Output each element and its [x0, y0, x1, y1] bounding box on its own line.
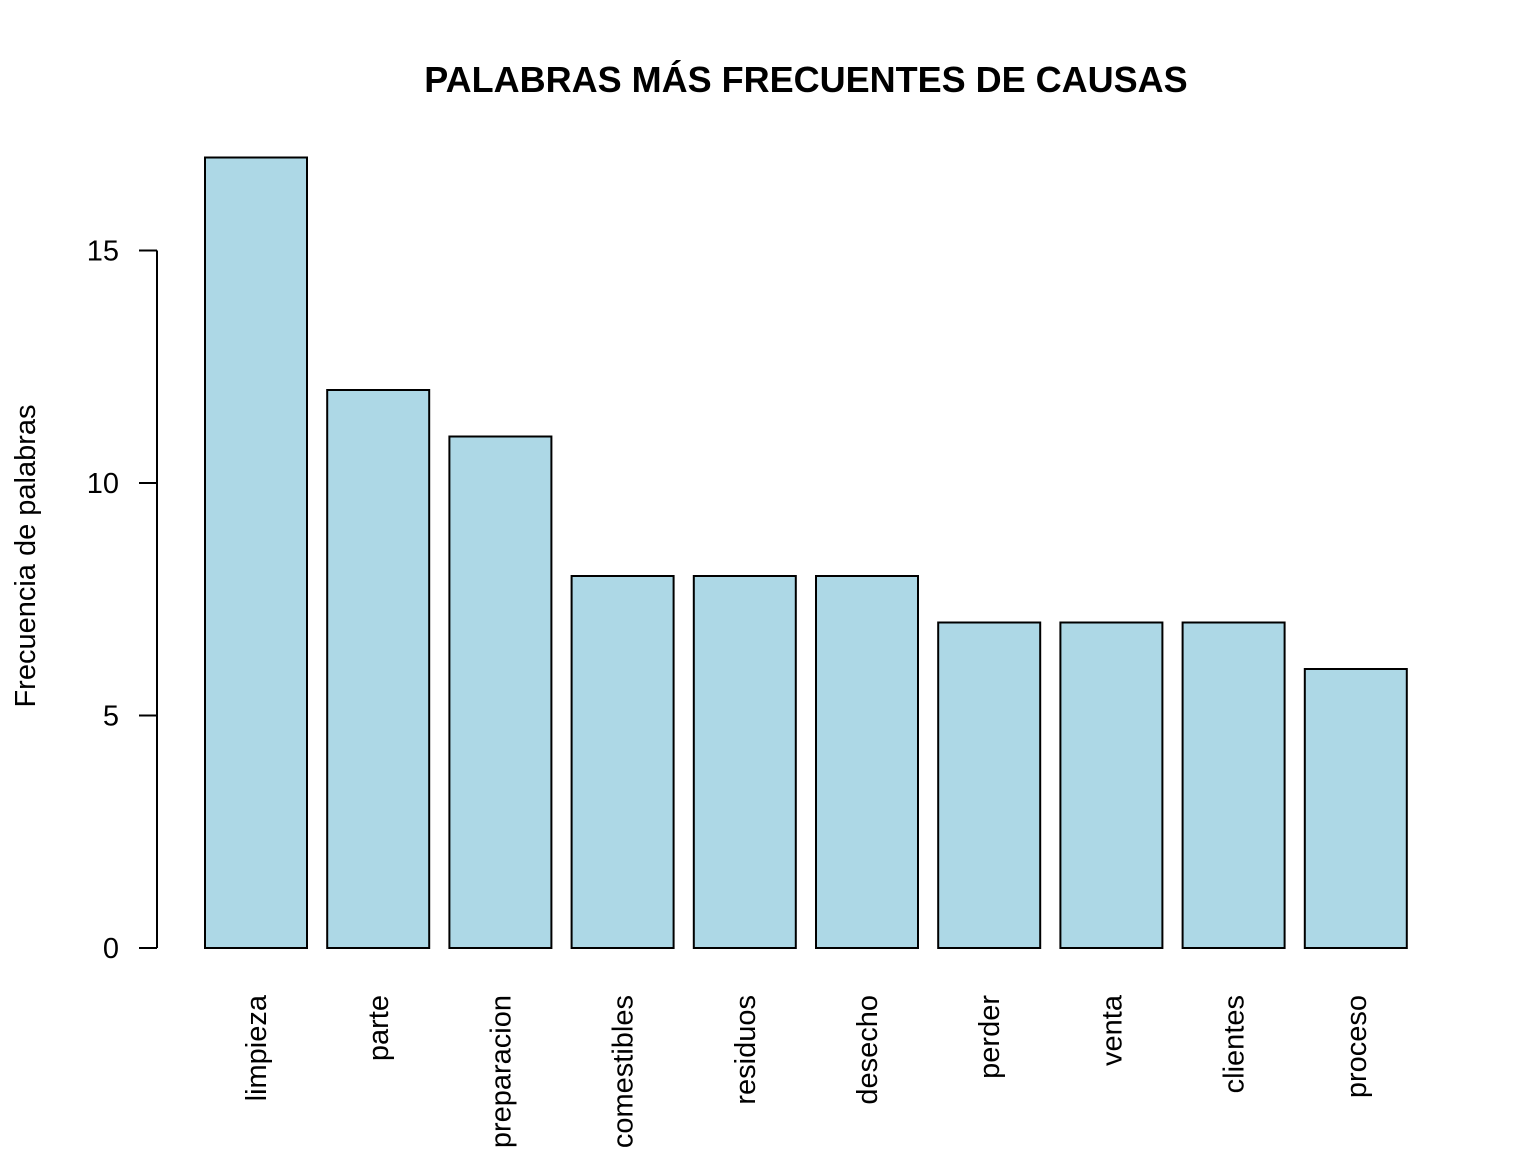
x-tick-label: desecho	[852, 995, 884, 1105]
bar-desecho	[815, 575, 919, 949]
x-tick-label: clientes	[1219, 995, 1251, 1093]
bar-preparacion	[448, 435, 553, 949]
bar-proceso	[1303, 668, 1408, 949]
bar-residuos	[692, 575, 797, 949]
bar-perder	[937, 621, 1042, 949]
y-axis-label: Frecuencia de palabras	[10, 404, 42, 707]
x-tick-label: preparacion	[485, 995, 517, 1148]
bar-parte	[326, 389, 431, 949]
y-tick-label: 0	[103, 933, 119, 965]
bar-comestibles	[570, 575, 675, 949]
x-tick-label: perder	[974, 995, 1006, 1079]
y-tick-label: 10	[87, 468, 119, 500]
x-tick-label: limpieza	[241, 994, 273, 1101]
x-tick-label: residuos	[730, 995, 762, 1105]
bar-venta	[1059, 621, 1164, 949]
category-labels: limpieza parte preparacion comestibles resid…	[241, 994, 1373, 1148]
x-tick-label: parte	[363, 995, 395, 1061]
x-tick-label: venta	[1096, 994, 1128, 1066]
x-tick-label: proceso	[1341, 995, 1373, 1098]
bars	[204, 156, 1408, 949]
bar-limpieza	[204, 156, 308, 949]
y-axis: 0 5 10 15	[87, 236, 158, 965]
chart-title: PALABRAS MÁS FRECUENTES DE CAUSAS	[424, 59, 1187, 100]
bar-clientes	[1181, 621, 1286, 949]
x-tick-label: comestibles	[608, 995, 640, 1148]
y-tick-label: 15	[87, 236, 119, 268]
y-tick-label: 5	[103, 701, 119, 733]
